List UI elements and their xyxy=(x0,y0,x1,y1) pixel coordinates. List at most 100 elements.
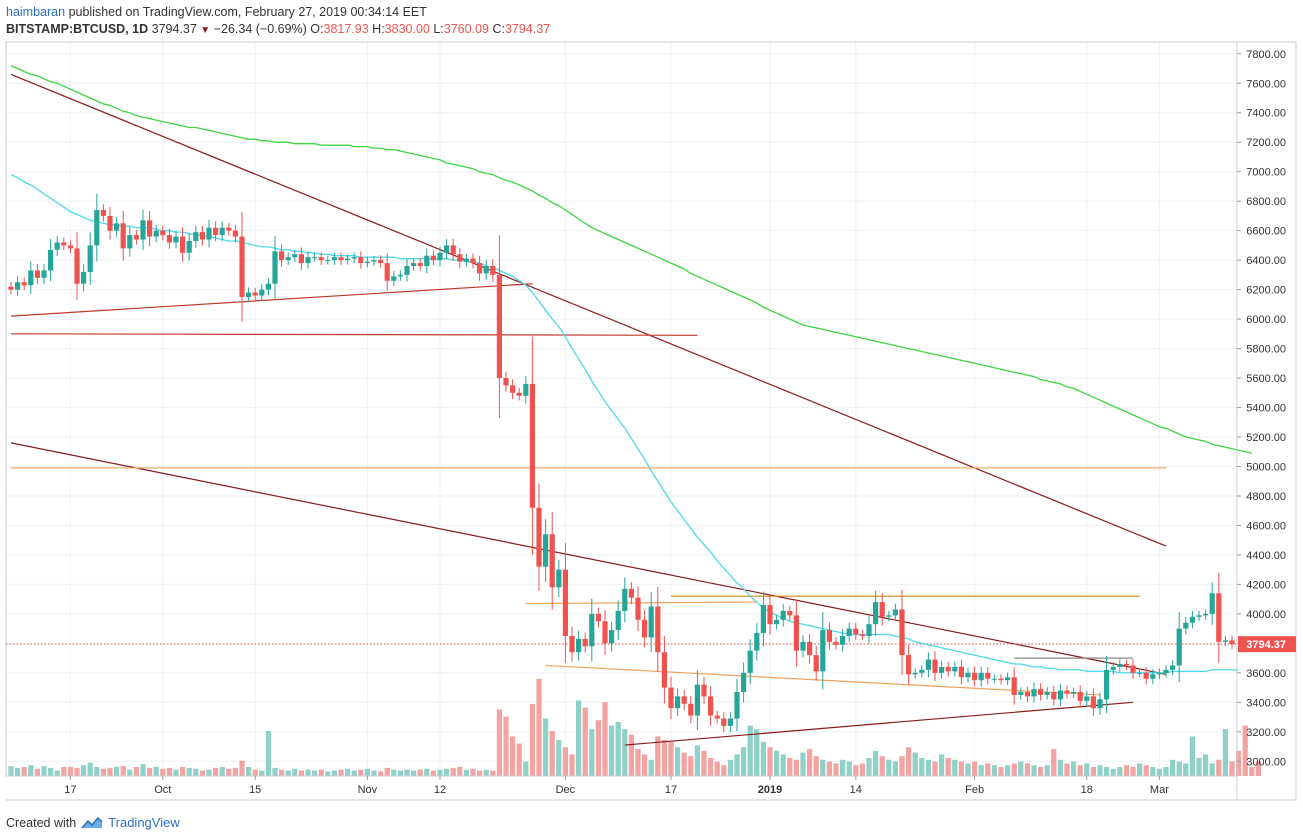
candlesticks xyxy=(8,193,1235,733)
volume-bar xyxy=(1222,729,1228,776)
volume-bar xyxy=(853,765,859,776)
created-with-label: Created with xyxy=(6,815,77,830)
candle-body xyxy=(807,641,813,656)
volume-bar xyxy=(279,769,285,776)
tradingview-brand[interactable]: TradingView xyxy=(108,815,180,830)
candle-body xyxy=(609,630,615,644)
trend-line xyxy=(10,283,533,317)
candle-body xyxy=(1216,593,1222,642)
y-tick-label: 3400.00 xyxy=(1246,697,1286,709)
volume-bar xyxy=(186,767,192,776)
candle-body xyxy=(1176,628,1182,666)
volume-bar xyxy=(160,768,166,776)
volume-bar xyxy=(252,769,258,776)
author-link[interactable]: haimbaran xyxy=(6,5,66,19)
volume-bar xyxy=(846,761,852,776)
volume-bar xyxy=(609,725,615,776)
volume-bar xyxy=(1203,754,1209,776)
volume-bar xyxy=(958,761,964,776)
candle-body xyxy=(358,257,364,264)
ma-slow-line xyxy=(10,65,1252,454)
volume-bar xyxy=(259,770,265,776)
volume-bar xyxy=(8,766,14,776)
candle-body xyxy=(166,235,172,243)
volume-bar xyxy=(543,718,549,776)
volume-bar xyxy=(114,767,120,776)
volume-bar xyxy=(1104,767,1110,776)
volume-bar xyxy=(628,734,634,776)
y-tick-label: 6600.00 xyxy=(1246,226,1286,238)
volume-bar xyxy=(721,765,727,776)
candle-body xyxy=(1005,677,1011,681)
time-axis[interactable]: 17 Oct 15 Nov 12 Dec 17 2019 14 Feb 18 Mar xyxy=(64,776,1169,796)
down-arrow-icon: ▼ xyxy=(200,25,211,36)
trend-line xyxy=(10,442,1167,675)
publish-line: haimbaran published on TradingView.com, … xyxy=(6,4,550,21)
volume-bar xyxy=(615,722,621,776)
candle-body xyxy=(160,230,166,236)
candle-body xyxy=(226,227,232,231)
candle-body xyxy=(364,261,370,264)
volume-bar xyxy=(820,759,826,776)
candle-body xyxy=(734,691,740,719)
volume-bar xyxy=(147,767,153,776)
symbol-label: BITSTAMP:BTCUSD, 1D xyxy=(6,22,149,36)
candle-body xyxy=(972,672,978,681)
volume-bar xyxy=(991,765,997,776)
candle-body xyxy=(787,610,793,616)
chart-frame xyxy=(5,41,1297,801)
candle-body xyxy=(153,230,159,237)
price-axis[interactable]: 3000.003200.003400.003600.003800.004000.… xyxy=(1237,49,1286,768)
volume-bar xyxy=(483,769,489,776)
volume-bar xyxy=(1051,749,1057,776)
volume-bar xyxy=(622,729,628,776)
volume-bar xyxy=(305,769,311,776)
y-tick-label: 3600.00 xyxy=(1246,668,1286,680)
trend-line xyxy=(10,73,1167,547)
volume-bar xyxy=(694,745,700,776)
candle-body xyxy=(1044,691,1050,695)
volume-bar xyxy=(688,756,694,776)
high-label: H: xyxy=(372,22,385,36)
volume-bar xyxy=(945,758,951,776)
close-value: 3794.37 xyxy=(504,22,551,36)
y-tick-label: 4800.00 xyxy=(1246,491,1286,503)
candle-body xyxy=(199,232,205,240)
candle-body xyxy=(15,282,21,290)
candle-body xyxy=(378,260,384,264)
volume-bar xyxy=(774,750,780,776)
y-tick-label: 6200.00 xyxy=(1246,285,1286,297)
candle-body xyxy=(1090,696,1096,709)
volume-bar xyxy=(1163,767,1169,776)
volume-bar xyxy=(41,766,47,776)
volume-bar xyxy=(892,761,898,776)
candle-body xyxy=(186,240,192,253)
candle-body xyxy=(477,263,483,274)
candle-body xyxy=(127,235,133,249)
candle-body xyxy=(1222,640,1228,642)
volume-bar xyxy=(331,770,337,776)
volume-bar xyxy=(54,770,60,776)
volume-bar xyxy=(569,754,575,776)
volume-bar xyxy=(708,758,714,776)
candle-body xyxy=(298,254,304,264)
y-tick-label: 5000.00 xyxy=(1246,461,1286,473)
volume-bar xyxy=(463,769,469,776)
volume-bar xyxy=(1090,767,1096,776)
volume-bar xyxy=(879,756,885,776)
volume-bar xyxy=(166,767,172,776)
candle-body xyxy=(556,569,562,588)
volume-bar xyxy=(450,767,456,776)
candle-body xyxy=(958,666,964,678)
volume-bar xyxy=(411,770,417,776)
volume-bar xyxy=(193,768,199,776)
volume-bar xyxy=(503,716,509,776)
volume-bar xyxy=(661,740,667,776)
candle-body xyxy=(213,227,219,236)
volume-bar xyxy=(562,747,568,776)
candle-body xyxy=(1170,665,1176,670)
candle-body xyxy=(107,215,113,231)
volume-bar xyxy=(384,767,390,776)
candle-body xyxy=(232,230,238,237)
